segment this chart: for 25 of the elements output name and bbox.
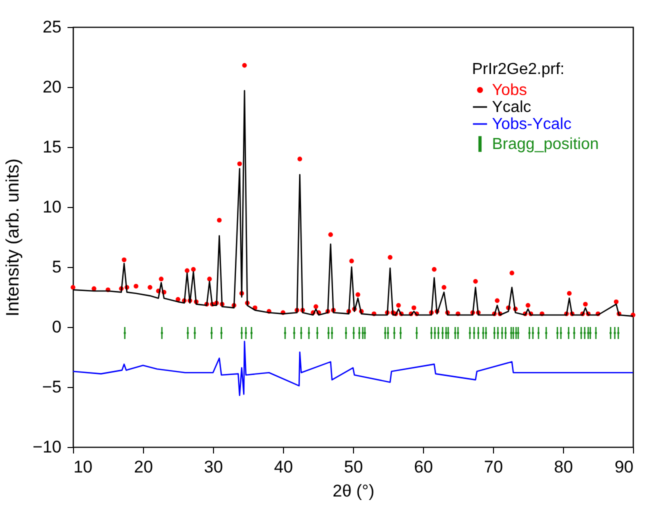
x-tick-label: 60 <box>414 458 433 476</box>
y-tick-label: −5 <box>42 378 62 396</box>
legend-label: Yobs-Ycalc <box>492 116 572 133</box>
y-tick-label: 25 <box>42 18 62 36</box>
legend-label: Ycalc <box>492 99 532 116</box>
x-axis-title: 2θ (°) <box>332 482 374 500</box>
x-tick-label: 50 <box>344 458 363 476</box>
y-tick-label: 10 <box>42 198 62 216</box>
x-tick-label: 70 <box>484 458 503 476</box>
y-tick-label: 5 <box>52 258 62 276</box>
y-tick-label: 20 <box>42 78 62 96</box>
x-tick-label: 20 <box>134 458 153 476</box>
x-tick-label: 80 <box>554 458 573 476</box>
y-tick-label: 0 <box>52 318 62 336</box>
line-series <box>72 340 634 396</box>
x-tick-label: 90 <box>614 458 634 476</box>
y-axis-title: Intensity (arb. units) <box>2 158 23 317</box>
legend-label: Yobs <box>492 82 527 99</box>
x-tick-label: 30 <box>204 458 223 476</box>
x-tick-label: 40 <box>274 458 293 476</box>
y-tick-label: −10 <box>32 438 62 456</box>
legend-title: PrIr2Ge2.prf: <box>472 61 564 78</box>
y-tick-label: 15 <box>42 138 62 156</box>
x-tick-label: 10 <box>74 458 92 476</box>
legend-label: Bragg_position <box>492 136 599 153</box>
